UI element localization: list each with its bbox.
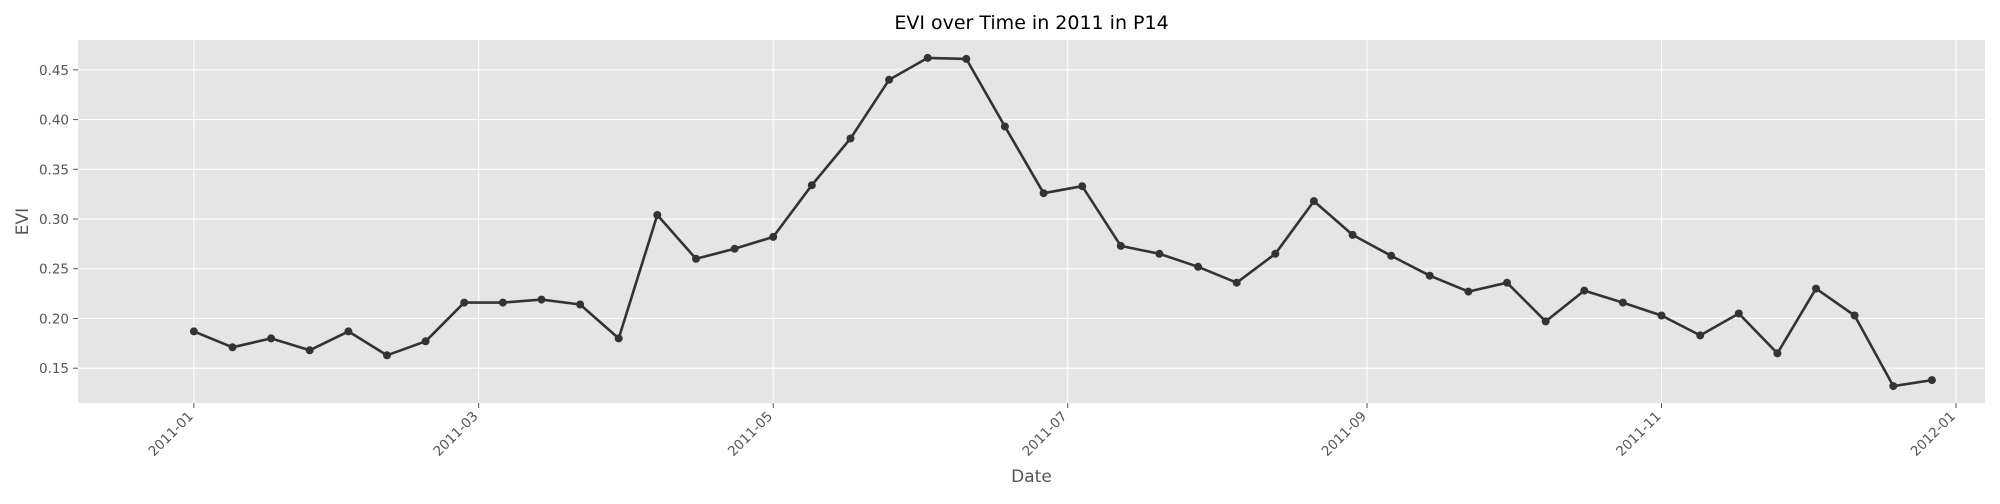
- chart-title: EVI over Time in 2011 in P14: [894, 12, 1168, 34]
- x-tick-label: 2011-07: [1019, 409, 1070, 460]
- data-point: [1155, 249, 1164, 258]
- data-point: [1271, 249, 1280, 258]
- x-tick-label: 2011-09: [1319, 409, 1370, 460]
- data-point: [498, 298, 507, 307]
- data-point: [1812, 284, 1820, 293]
- data-point: [1000, 122, 1009, 131]
- data-point: [923, 53, 932, 62]
- data-point: [1696, 331, 1705, 340]
- y-tick-label: 0.30: [39, 212, 69, 228]
- data-point: [1503, 278, 1511, 287]
- y-tick-label: 0.20: [39, 311, 69, 327]
- y-tick-label: 0.15: [39, 361, 69, 377]
- plot-area: [78, 40, 1985, 403]
- data-point: [1927, 376, 1936, 385]
- x-tick-label: 2012-01: [1908, 409, 1959, 460]
- data-point: [807, 181, 816, 190]
- data-point: [962, 54, 971, 63]
- x-tick-label: 2011-01: [145, 409, 196, 460]
- x-tick-label: 2011-11: [1613, 409, 1664, 460]
- data-point: [1425, 271, 1434, 280]
- data-point: [1773, 349, 1782, 358]
- data-point: [1232, 278, 1241, 287]
- y-tick-label: 0.35: [39, 162, 69, 178]
- y-tick-label: 0.25: [39, 262, 69, 278]
- data-point: [1734, 309, 1743, 318]
- y-tick-label: 0.45: [39, 63, 69, 79]
- data-point: [1464, 287, 1473, 296]
- data-point: [614, 334, 623, 343]
- data-point: [1348, 230, 1357, 239]
- grid-lines: [78, 40, 1985, 403]
- data-point: [769, 232, 778, 241]
- y-axis-label: EVI: [13, 208, 33, 235]
- data-point: [730, 244, 739, 253]
- data-point: [267, 334, 276, 343]
- data-point: [1618, 298, 1627, 307]
- data-point: [653, 211, 662, 219]
- x-tick-label: 2011-05: [725, 409, 776, 460]
- y-axis-ticks: 0.15 0.20 0.25 0.30 0.35 0.40 0.45: [39, 63, 78, 377]
- data-point: [228, 343, 237, 352]
- data-point: [1657, 311, 1666, 320]
- data-point: [1580, 286, 1589, 295]
- data-point: [1889, 382, 1898, 391]
- data-point: [383, 351, 391, 360]
- data-point: [1116, 241, 1125, 250]
- data-point: [846, 134, 855, 143]
- data-point: [1309, 197, 1318, 206]
- series-evi: [189, 53, 1936, 391]
- x-tick-label: 2011-03: [430, 409, 481, 460]
- data-point: [460, 298, 469, 307]
- y-tick-label: 0.40: [39, 113, 69, 129]
- data-point: [344, 327, 353, 336]
- data-point: [576, 300, 585, 309]
- x-axis-ticks: 2011-01 2011-03 2011-05 2011-07 2011-09 2011-…: [145, 403, 1959, 460]
- data-point: [1039, 189, 1048, 198]
- data-point: [1194, 262, 1203, 271]
- data-point: [1078, 182, 1087, 191]
- series-line: [193, 56, 1933, 388]
- data-point: [1541, 317, 1550, 326]
- data-point: [421, 337, 430, 346]
- data-point: [1850, 311, 1859, 320]
- data-point: [1387, 251, 1396, 260]
- data-point: [189, 327, 198, 336]
- x-axis-label: Date: [1011, 467, 1052, 487]
- data-point: [537, 295, 546, 304]
- data-point: [692, 254, 700, 263]
- data-point: [885, 75, 894, 84]
- data-point: [305, 346, 314, 355]
